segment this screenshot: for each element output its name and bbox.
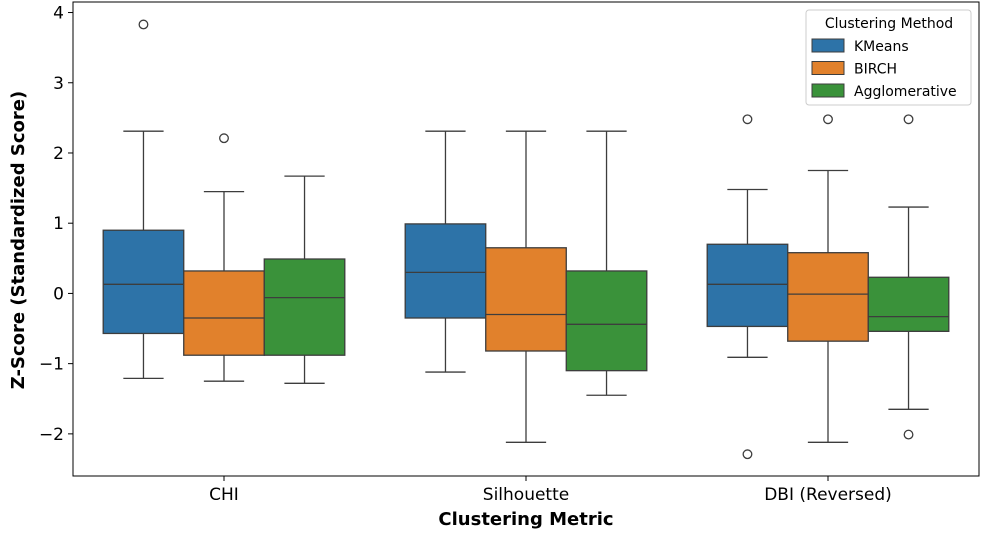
x-tick-label: CHI (209, 485, 239, 505)
y-tick-label: −1 (39, 355, 64, 375)
legend-label-agglomerative: Agglomerative (854, 84, 957, 100)
box-agglomerative-dbi-reversed (867, 276, 950, 332)
legend: Clustering Method KMeans BIRCH Agglomerati… (805, 9, 972, 106)
outlier-point (903, 429, 914, 440)
outlier-point (742, 449, 753, 460)
legend-frame (805, 9, 972, 106)
box-birch-silhouette (485, 247, 567, 352)
legend-label-kmeans: KMeans (854, 39, 909, 55)
box-birch-chi (183, 270, 265, 356)
outlier-point (138, 19, 149, 30)
box-kmeans-chi (102, 229, 185, 335)
x-tick-label: DBI (Reversed) (764, 485, 892, 505)
y-tick-label: −2 (39, 425, 64, 445)
box-agglomerative-chi (263, 258, 346, 356)
outlier-point (742, 114, 753, 125)
legend-swatch-birch (811, 61, 845, 75)
legend-swatch-kmeans (811, 38, 845, 53)
y-tick-label: 4 (53, 4, 64, 24)
box-kmeans-silhouette (404, 223, 487, 319)
y-tick-label: 1 (53, 214, 64, 234)
legend-title: Clustering Method (825, 16, 953, 32)
box-agglomerative-silhouette (565, 270, 648, 372)
plot-area (102, 19, 950, 460)
x-tick-label: Silhouette (483, 485, 569, 505)
legend-swatch-agglomerative (811, 83, 845, 98)
axes: −2 −1 0 1 2 3 4 CHI Silhouette DBI (Reversed) (39, 1, 980, 505)
y-tick-label: 2 (53, 144, 64, 164)
x-axis-label: Clustering Metric (438, 509, 613, 530)
y-tick-label: 3 (53, 74, 64, 94)
legend-label-birch: BIRCH (854, 62, 897, 78)
outlier-point (823, 114, 833, 125)
y-axis-label: Z-Score (Standardized Score) (8, 91, 29, 389)
box-birch-dbi-reversed (787, 252, 869, 342)
outlier-point (903, 114, 914, 125)
outlier-point (219, 133, 229, 144)
y-tick-label: 0 (53, 284, 64, 304)
box-kmeans-dbi-reversed (706, 243, 789, 328)
